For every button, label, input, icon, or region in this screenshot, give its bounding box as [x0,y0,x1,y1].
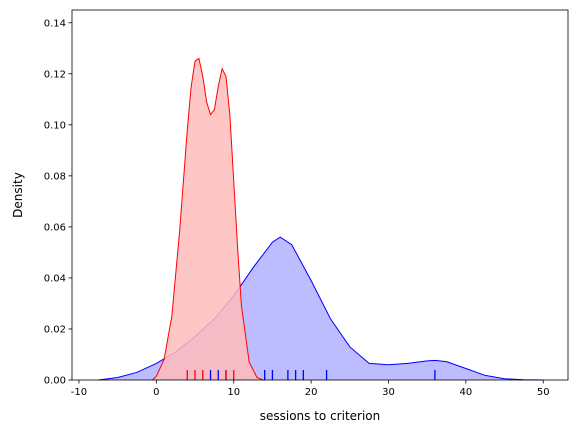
plot-layer [98,57,544,381]
rug-layer [186,370,436,380]
density-area-2 [152,58,264,380]
x-tick-label-2: 0 [153,387,159,398]
density-line-2 [152,57,264,381]
y-tick-label-7: 0.12 [44,69,66,80]
x-tick-label-7: 50 [537,387,550,398]
y-tick-label-2: 0.02 [44,324,66,335]
x-tick-label-5: 30 [382,387,395,398]
y-tick-label-6: 0.10 [44,120,66,131]
plot-frame [71,9,569,381]
x-tick-label-3: 10 [227,387,240,398]
y-tick-label-4: 0.06 [44,222,66,233]
x-tick-label-1: -10 [71,387,87,398]
y-tick-label-8: 0.14 [44,18,66,29]
y-tick-label-1: 0.00 [44,376,66,387]
axis-layer: -10 0 10 20 30 40 50 0.00 0.02 0.04 0.06 0.08 0.10 0.… [44,18,550,398]
x-axis-label: sessions to criterion [260,409,381,423]
y-tick-label-3: 0.04 [44,273,66,284]
x-tick-label-6: 40 [459,387,472,398]
y-tick-label-5: 0.08 [44,171,66,182]
x-tick-label-4: 20 [305,387,318,398]
y-axis-label: Density [11,172,25,218]
